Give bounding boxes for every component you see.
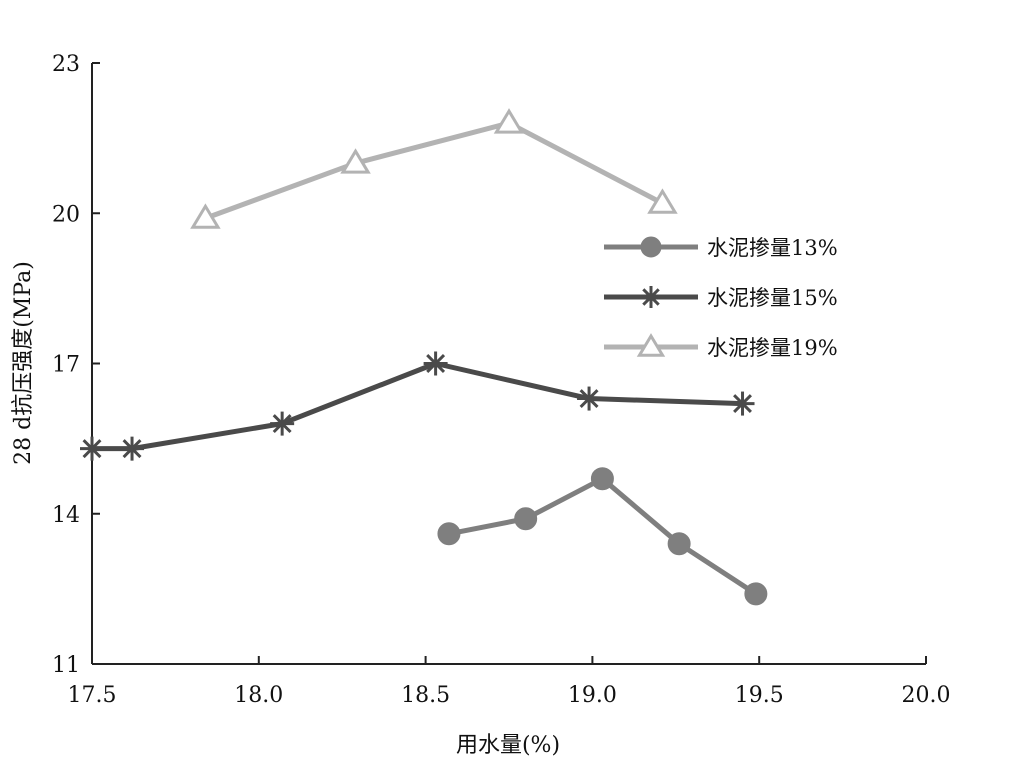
x-tick-label: 20.0 [902,683,951,708]
legend: 水泥掺量13% 水泥掺量15% 水泥掺量19% [604,236,838,360]
data-point-star [640,286,662,308]
data-point-circle [514,507,538,531]
y-tick-label: 20 [52,202,80,227]
y-tick-label: 23 [52,52,80,77]
legend-label: 水泥掺量13% [707,236,838,260]
x-tick-label: 17.5 [68,683,117,708]
y-tick-label: 11 [52,653,80,678]
data-point-star [423,351,448,376]
data-point-circle [640,236,662,258]
legend-label: 水泥掺量19% [707,336,838,360]
data-point-triangle [636,333,666,357]
data-point-star [270,411,295,436]
data-point-star [80,436,104,461]
x-tick-label: 18.5 [401,683,450,708]
axes: 17.5 18.0 18.5 19.0 19.5 20.0 11 14 17 20 23 [52,52,950,708]
x-tick-label: 19.5 [735,683,784,708]
legend-item-3: 水泥掺量19% [604,333,838,360]
y-tick-label: 17 [52,353,80,378]
x-tick-label: 18.0 [234,683,283,708]
data-point-star [730,391,755,416]
series-2 [80,351,755,461]
legend-item-2: 水泥掺量15% [604,286,838,310]
data-point-circle [590,467,614,491]
data-point-star [577,386,602,411]
data-point-circle [667,532,691,556]
data-point-star [120,436,145,461]
legend-label: 水泥掺量15% [707,286,838,310]
series-layer [80,108,768,606]
data-point-circle [744,582,768,606]
series-3 [190,108,678,229]
y-axis-title: 28 d抗压强度(MPa) [11,261,36,465]
data-point-triangle [190,203,221,229]
data-point-triangle [647,188,678,214]
series-line [448,476,758,596]
legend-item-1: 水泥掺量13% [604,236,838,260]
series-line [204,120,664,221]
data-point-circle [437,522,461,546]
y-tick-label: 14 [52,503,80,528]
x-axis-title: 用水量(%) [456,733,560,758]
series-1 [437,467,768,606]
data-point-triangle [493,108,525,134]
series-line [92,361,743,452]
x-tick-label: 19.0 [568,683,617,708]
data-point-triangle [340,148,371,174]
